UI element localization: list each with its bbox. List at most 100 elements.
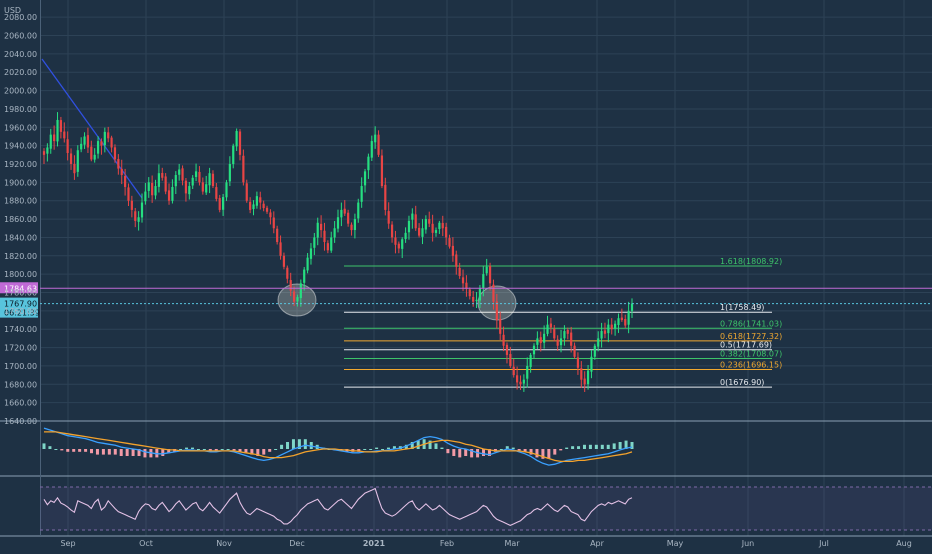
time-axis-label: Sep [60,539,75,548]
candle-body [194,171,198,177]
rsi-line [43,487,633,527]
candle-body [357,202,360,219]
candle-body [73,163,76,174]
macd-histogram-bar [274,449,278,450]
candle-body [509,354,512,366]
macd-histogram-bar [113,449,117,455]
candle-body [306,257,309,271]
candle-body [475,299,478,301]
candle-body [151,182,154,196]
candle-body [90,146,93,160]
macd-histogram-bar [286,442,290,449]
time-axis-label: Oct [139,539,153,548]
candle-body [451,245,454,256]
candle-body [614,323,617,329]
macd-histogram-bar [202,449,206,450]
macd-histogram-bar [529,449,533,455]
macd-histogram-bar [226,449,230,450]
candle-body [559,338,563,346]
candle-body [448,238,451,247]
candle-body [353,219,356,231]
macd-histogram-bar [541,449,545,459]
candle-body [465,282,468,289]
candle-body [100,141,103,146]
countdown-label: 06:21:39 [4,309,40,318]
time-axis-label: Apr [590,539,605,548]
price-axis[interactable]: USD 2080.00 2060.00 2040.00 2020.00 2000.00 1… [4,6,37,426]
price-tick-label: 1760.00 [4,307,37,316]
rsi-pane [40,486,932,531]
time-axis-label: Dec [289,539,304,548]
macd-histogram-bar [381,449,385,450]
candle-body [211,173,215,187]
macd-histogram-bar [60,449,64,451]
candle-body [603,330,607,334]
candle-body [232,145,235,165]
candle-body [407,220,411,233]
candle-body [580,368,583,380]
candle-body [174,175,177,187]
candle-body [576,357,580,368]
macd-histogram-bar [78,449,82,452]
candle-body [543,333,546,343]
macd-histogram-bar [511,447,515,449]
candle-body [367,156,370,171]
macd-histogram-bar [48,446,52,449]
candle-body [286,267,289,279]
candle-body [330,237,333,251]
candle-body [502,334,505,346]
candle-body [154,186,157,196]
candle-body [313,237,316,248]
fibonacci-retracement[interactable]: 1.618(1808.92) 1(1758.49) 0.786(1741.03) 0.… [344,257,782,388]
candle-body [124,176,127,187]
candle-body [208,173,211,186]
candle-body [607,324,610,334]
candle-body [238,131,242,155]
candle-body [184,180,188,194]
macd-histogram-bar [618,442,622,449]
candle-body [292,291,296,302]
candle-body [563,331,566,339]
candle-body [120,168,123,176]
candle-body [401,239,404,249]
candle-body [532,345,536,355]
candle-body [461,277,465,284]
price-tick-label: 1940.00 [4,142,37,151]
candle-body [505,344,509,355]
macd-histogram-bar [256,449,260,456]
macd-pane [42,427,634,466]
candle-body [340,209,343,218]
candle-body [171,186,174,201]
macd-histogram-bar [452,449,456,456]
candle-body [113,147,117,160]
macd-histogram-bar [95,449,99,455]
grid [0,0,932,537]
price-tick-label: 1980.00 [4,105,37,114]
candle-body [326,243,329,251]
macd-histogram-bar [458,449,462,458]
candle-body [363,171,367,186]
candle-body [343,208,346,214]
macd-histogram-bar [303,439,307,449]
candle-body [289,280,292,291]
candle-body [360,186,363,202]
candle-body [499,319,502,334]
candle-body [468,289,471,297]
macd-histogram-bar [190,447,194,449]
price-tick-label: 1780.00 [4,289,37,298]
candle-body [49,134,52,149]
macd-histogram-bar [600,444,604,449]
candle-body [529,354,532,368]
candle-body [242,155,245,183]
macd-histogram-bar [179,449,183,450]
macd-histogram-bar [214,449,218,451]
macd-histogram-bar [594,444,598,449]
macd-histogram-bar [553,449,557,455]
macd-histogram-bar [107,449,111,455]
currency-label: USD [4,6,21,15]
macd-histogram-bar [547,449,551,459]
candle-body [526,365,529,379]
time-axis[interactable]: Sep Oct Nov Dec 2021 Feb Mar Apr May Jun Jul Aug [60,539,911,548]
